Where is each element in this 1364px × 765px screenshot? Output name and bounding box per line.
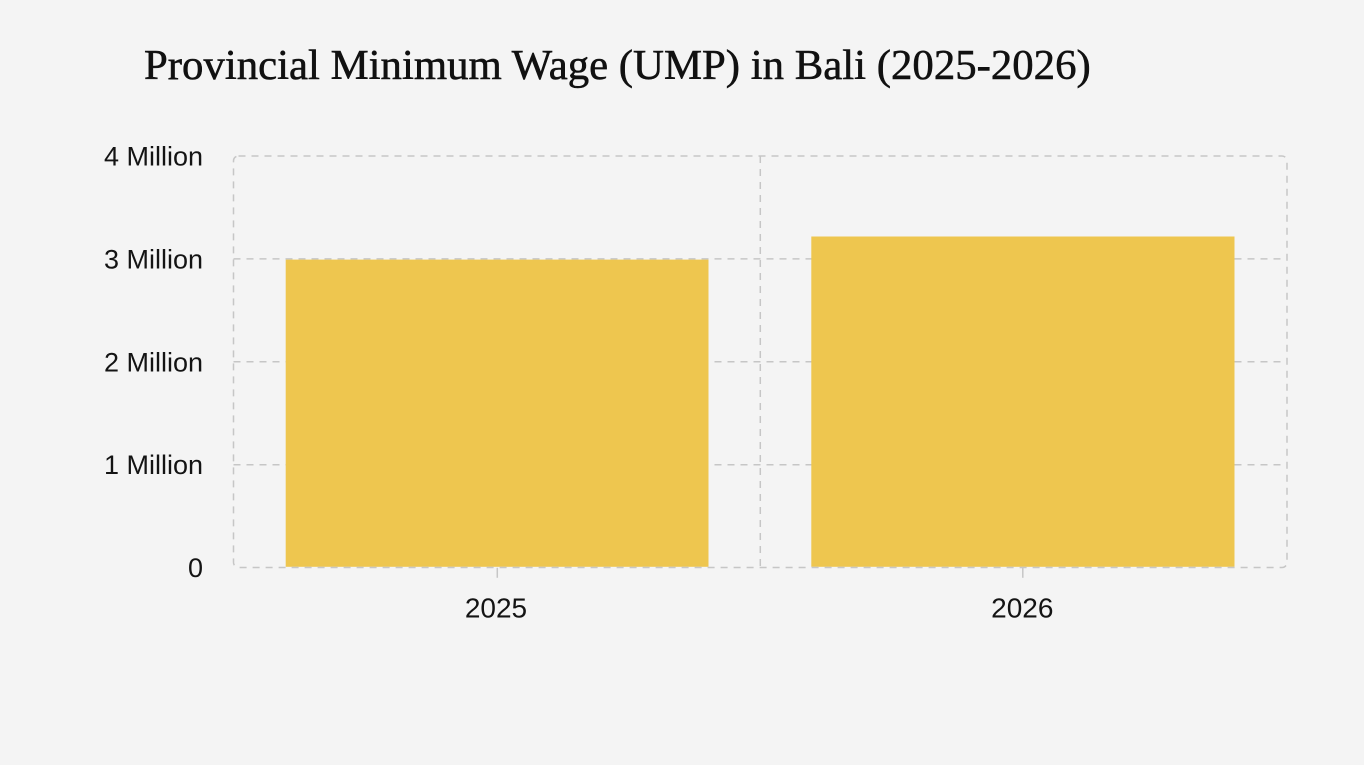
svg-text:0: 0 (188, 553, 203, 583)
svg-text:2026: 2026 (991, 593, 1053, 624)
svg-text:2 Million: 2 Million (104, 347, 203, 377)
svg-text:3 Million: 3 Million (104, 244, 203, 274)
svg-text:1 Million: 1 Million (104, 450, 203, 480)
svg-text:4 Million: 4 Million (104, 142, 203, 172)
svg-text:2025: 2025 (465, 593, 527, 624)
